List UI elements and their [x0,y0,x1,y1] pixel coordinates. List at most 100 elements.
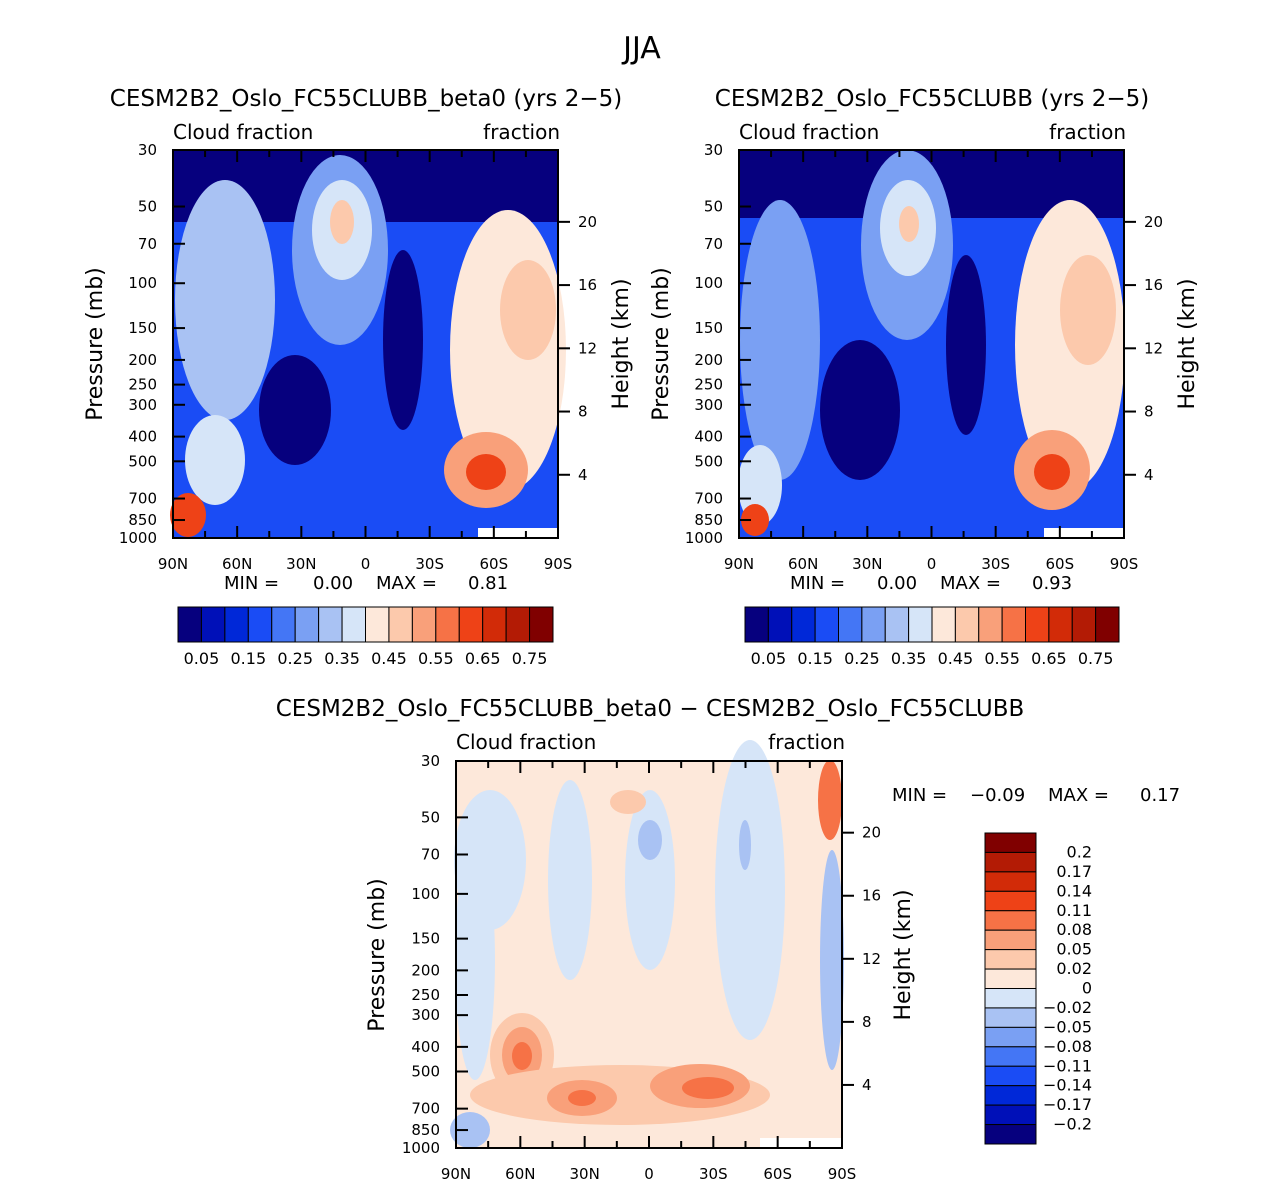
colorbar-box [861,606,886,643]
panel-1-right-label: fraction [483,120,560,144]
colorbar-box [984,1046,1037,1067]
y-tick-label: 150 [694,319,723,337]
colorbar-label: 0.65 [1031,649,1067,668]
colorbar-box [984,871,1037,892]
colorbar-box [984,968,1037,989]
panel-3-title: CESM2B2_Oslo_FC55CLUBB_beta0 − CESM2B2_O… [276,696,1025,722]
panel-3-min-value: −0.09 [970,785,1025,806]
panel-1-axes: 90N 60N 30N 0 30S 60S 90S 30 50 70 100 150 200 250 300… [119,141,597,573]
y-tick-label: 850 [411,1121,440,1139]
x-tick-label: 0 [361,555,371,573]
panel-2-colorbar: 0.05 0.15 0.25 0.35 0.45 0.55 0.65 0.75 [744,606,1120,668]
x-tick-label: 0 [644,1165,654,1183]
colorbar-box [505,606,531,643]
nh-boundary-cloud [738,445,782,525]
colorbar-box [984,910,1037,931]
y-tick-label: 850 [694,511,723,529]
colorbar-box [435,606,460,643]
colorbar-label: 0.25 [844,649,880,668]
y-tick-label: 50 [421,808,440,826]
colorbar-box [908,606,933,643]
y-tick-label: 70 [421,846,440,864]
panel-1-y2label: Height (km) [609,278,634,409]
colorbar-label: 0.55 [984,649,1020,668]
sh-subtropical-low [946,255,986,435]
panel-2-title: CESM2B2_Oslo_FC55CLUBB (yrs 2−5) [715,86,1149,112]
sh-polar-negative [820,850,844,1070]
panel-1-colorbar: 0.05 0.15 0.25 0.35 0.45 0.55 0.65 0.75 [177,606,554,668]
y-tick-label: 500 [411,1063,440,1081]
colorbar-box [984,1065,1037,1087]
y-tick-label: 30 [138,141,157,159]
x-tick-label: 30N [852,555,882,573]
colorbar-label: 0.2 [1067,842,1092,861]
y-tick-label: 500 [128,452,157,470]
sh-lowcloud-inner [466,454,506,490]
y-tick-label: 200 [128,351,157,369]
colorbar-box [984,1007,1037,1028]
y2-tick-label: 16 [1144,276,1163,294]
sh-negative-core [739,820,751,870]
panel-3-ylabel: Pressure (mb) [365,878,390,1032]
panel-2-min-value: 0.00 [877,573,917,594]
sh-polar-positive [818,760,842,840]
colorbar-label: 0.05 [751,649,787,668]
tropical-negative [625,790,675,970]
y2-tick-label: 16 [578,276,597,294]
x-tick-label: 30N [570,1165,600,1183]
tropical-negative-core [638,820,662,860]
x-tick-label: 0 [927,555,937,573]
panel-2-min-label: MIN = [790,573,845,594]
panel-1-title: CESM2B2_Oslo_FC55CLUBB_beta0 (yrs 2−5) [110,86,622,112]
colorbar-box [954,606,980,643]
x-tick-label: 30S [981,555,1010,573]
colorbar-box [884,606,910,643]
y2-tick-label: 12 [578,339,597,357]
y2-tick-label: 4 [1144,466,1154,484]
nh-polar-lowcloud [741,504,769,536]
x-tick-label: 90S [828,1165,857,1183]
colorbar-label: 0.15 [797,649,833,668]
colorbar-box [984,851,1037,873]
y-tick-label: 400 [411,1038,440,1056]
colorbar-label: 0.15 [231,649,267,668]
y-tick-label: 1000 [402,1139,440,1157]
colorbar-box [984,1124,1037,1145]
x-tick-label: 30N [286,555,316,573]
colorbar-box [984,1026,1037,1048]
polar-negative [450,1112,490,1148]
colorbar-box [1048,606,1073,643]
x-tick-label: 30S [699,1165,728,1183]
y2-tick-label: 20 [862,824,881,842]
colorbar-label: −0.17 [1043,1095,1092,1114]
colorbar-box [791,606,816,643]
y2-tick-label: 12 [1144,339,1163,357]
colorbar-box [365,606,390,643]
colorbar-box [984,949,1037,970]
y-tick-label: 300 [128,396,157,414]
y2-tick-label: 20 [1144,213,1163,231]
y-tick-label: 400 [128,428,157,446]
panel-1-min-value: 0.00 [313,573,353,594]
colorbar-box [984,890,1037,912]
panel-1-ylabel: Pressure (mb) [83,267,108,421]
panel-1-max-value: 0.81 [468,573,508,594]
x-tick-label: 90N [441,1165,471,1183]
y-tick-label: 300 [694,396,723,414]
y2-tick-label: 16 [862,887,881,905]
x-tick-label: 30S [415,555,444,573]
colorbar-label: 0.17 [1056,862,1092,881]
y-tick-label: 400 [694,428,723,446]
panel-2-ylabel: Pressure (mb) [649,267,674,421]
panel-1-min-label: MIN = [224,573,279,594]
colorbar-box [411,606,437,643]
colorbar-box [482,606,507,643]
y2-tick-label: 20 [578,213,597,231]
colorbar-label: 0.45 [938,649,974,668]
colorbar-box [224,606,249,643]
panel-1-contour-field [170,150,566,538]
panel-2-contour-field [738,150,1125,538]
colorbar-box [318,606,343,643]
panel-3-max-value: 0.17 [1140,785,1180,806]
